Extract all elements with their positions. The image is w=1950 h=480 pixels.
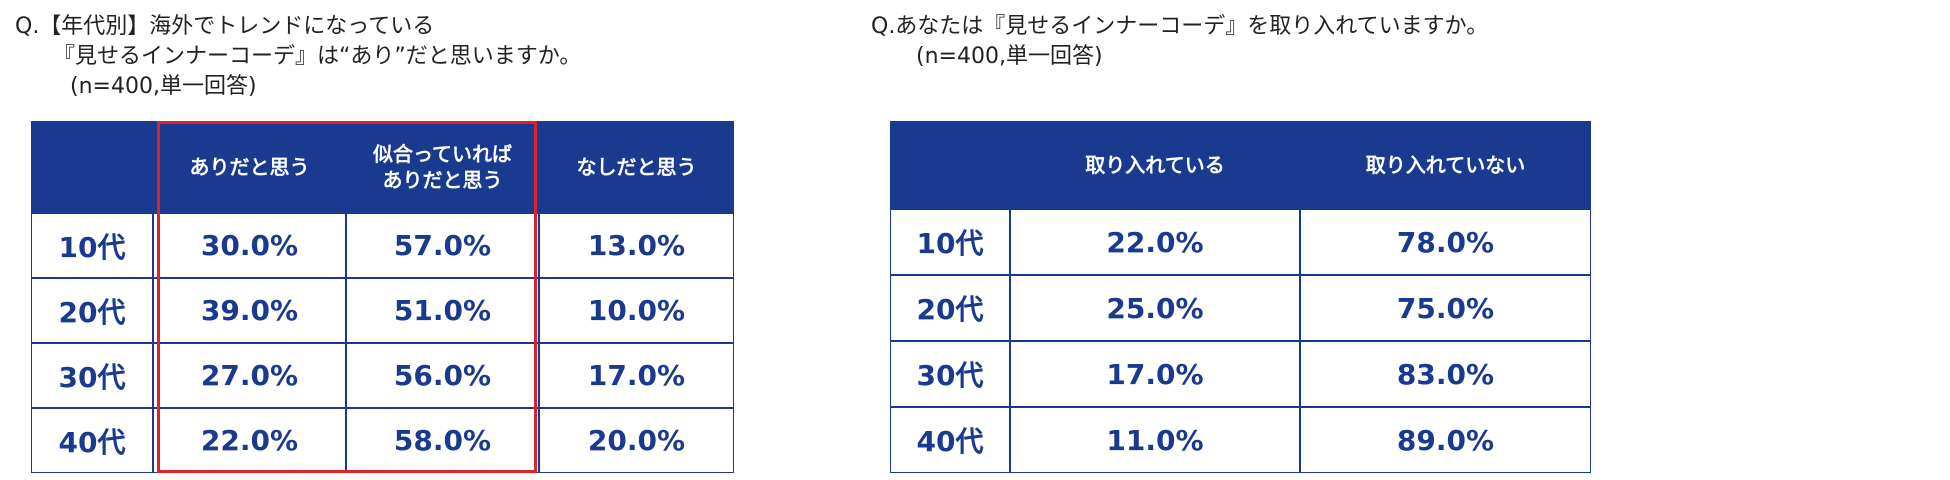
value-cell: 20.0% <box>539 408 734 473</box>
text: 10代 <box>916 227 984 260</box>
row-label: 20代 <box>31 278 153 343</box>
question-line: Q.あなたは『見せるインナーコーデ』を取り入れていますか。 <box>871 14 1489 39</box>
text: 40代 <box>58 425 126 459</box>
row-label: 30代 <box>31 343 153 408</box>
text: 22.0% <box>1106 225 1204 259</box>
text: 75.0% <box>1396 291 1495 325</box>
value-cell: 10.0% <box>539 278 734 343</box>
text: 似合っていれば <box>373 142 512 166</box>
text: 20代 <box>916 293 984 326</box>
text: 30代 <box>916 359 984 392</box>
row-label: 40代 <box>31 408 153 473</box>
text: 17.0% <box>1106 357 1204 391</box>
value-cell: 22.0% <box>153 408 346 473</box>
question-line: 『見せるインナーコーデ』は“あり”だと思いますか。 <box>53 44 582 69</box>
value-cell: 83.0% <box>1300 341 1591 407</box>
text: 取り入れていない <box>1365 153 1526 177</box>
value-cell: 11.0% <box>1010 407 1300 473</box>
value-cell: 27.0% <box>153 343 346 408</box>
question-line: Q.【年代別】海外でトレンドになっている <box>15 14 435 39</box>
text: 83.0% <box>1396 357 1495 391</box>
value-cell: 39.0% <box>153 278 346 343</box>
value-cell: 25.0% <box>1010 275 1300 341</box>
text: 11.0% <box>1106 423 1204 457</box>
row-label: 20代 <box>890 275 1010 341</box>
question-line: (n=400,単一回答) <box>70 74 257 99</box>
text: 56.0% <box>393 359 492 392</box>
text: 51.0% <box>393 294 492 327</box>
header-cell <box>31 121 153 213</box>
text: 78.0% <box>1396 225 1495 259</box>
header-cell: 取り入れている <box>1010 121 1300 209</box>
value-cell: 78.0% <box>1300 209 1591 275</box>
text: 22.0% <box>200 424 299 457</box>
value-cell: 30.0% <box>153 213 346 278</box>
text: 58.0% <box>393 424 492 457</box>
row-label: 10代 <box>890 209 1010 275</box>
value-cell: 58.0% <box>346 408 539 473</box>
text: 40代 <box>916 425 984 458</box>
header-cell: ありだと思う <box>153 121 346 213</box>
header-cell: 似合っていれば ありだと思う <box>346 121 539 213</box>
row-label: 10代 <box>31 213 153 278</box>
row-label: 30代 <box>890 341 1010 407</box>
text: 13.0% <box>587 229 686 262</box>
text: なしだと思う <box>576 155 697 179</box>
header-cell: 取り入れていない <box>1300 121 1591 209</box>
text: ありだと思う <box>382 168 503 192</box>
text: 取り入れている <box>1085 153 1225 177</box>
value-cell: 57.0% <box>346 213 539 278</box>
text: 20.0% <box>587 424 686 457</box>
text: 10代 <box>58 230 126 264</box>
value-cell: 22.0% <box>1010 209 1300 275</box>
value-cell: 13.0% <box>539 213 734 278</box>
text: 30代 <box>58 360 126 394</box>
value-cell: 51.0% <box>346 278 539 343</box>
text: 25.0% <box>1106 291 1204 325</box>
text: 30.0% <box>200 229 299 262</box>
value-cell: 17.0% <box>539 343 734 408</box>
header-cell <box>890 121 1010 209</box>
question-line: (n=400,単一回答) <box>916 44 1103 69</box>
text: 89.0% <box>1396 423 1495 457</box>
row-label: 40代 <box>890 407 1010 473</box>
text: 10.0% <box>587 294 686 327</box>
text: 20代 <box>58 295 126 329</box>
value-cell: 89.0% <box>1300 407 1591 473</box>
value-cell: 75.0% <box>1300 275 1591 341</box>
value-cell: 56.0% <box>346 343 539 408</box>
text: 27.0% <box>200 359 299 392</box>
text: ありだと思う <box>189 155 310 179</box>
text: 57.0% <box>393 229 492 262</box>
header-cell: なしだと思う <box>539 121 734 213</box>
text: 17.0% <box>587 359 686 392</box>
text: 39.0% <box>200 294 299 327</box>
value-cell: 17.0% <box>1010 341 1300 407</box>
